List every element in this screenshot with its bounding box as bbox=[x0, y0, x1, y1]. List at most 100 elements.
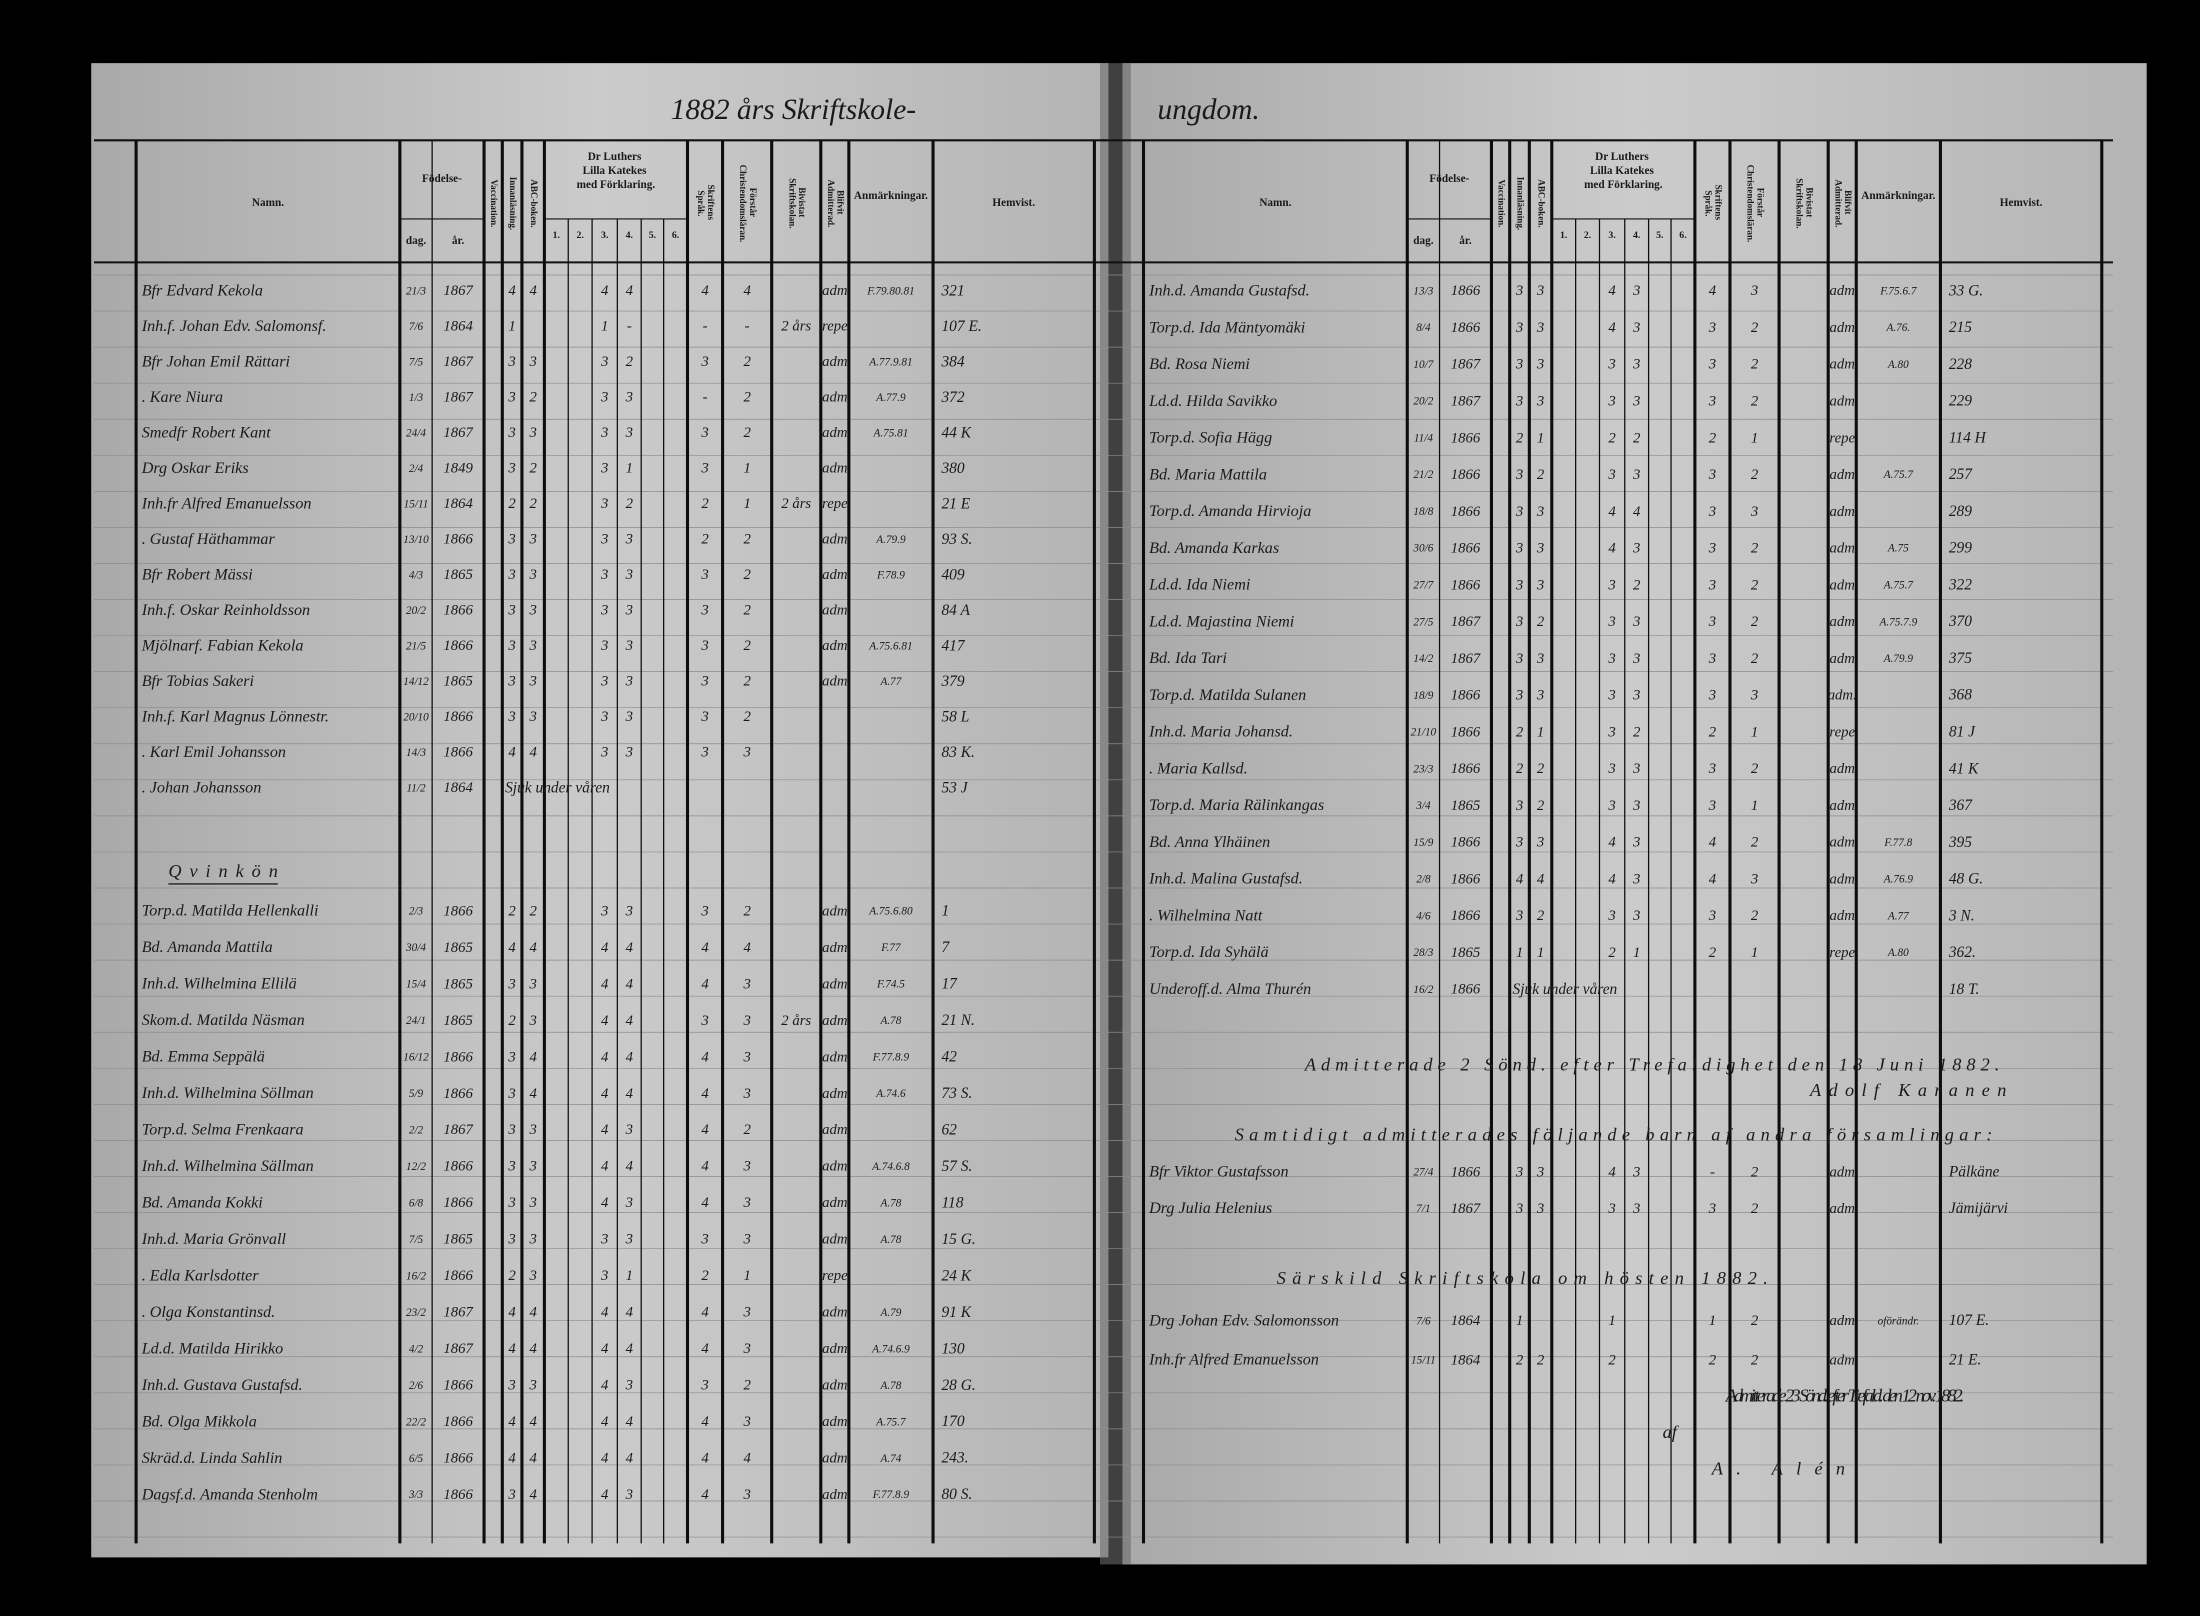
cell: 3 bbox=[528, 532, 536, 548]
cell: 3 bbox=[1536, 357, 1544, 373]
cell: 2 bbox=[1751, 467, 1759, 483]
cell: 2 bbox=[1709, 1352, 1717, 1368]
cell: 1866 bbox=[1451, 724, 1481, 740]
cell: 7 bbox=[941, 939, 950, 956]
person-name: Bd. Anna Ylhäinen bbox=[1149, 834, 1270, 851]
cell: 4 bbox=[626, 1159, 634, 1175]
person-name: Skom.d. Matilda Näsman bbox=[142, 1012, 305, 1029]
cell: 4 bbox=[601, 1195, 609, 1211]
cell: 3 bbox=[1708, 798, 1716, 814]
left-page bbox=[91, 63, 1109, 1558]
cell: 1 bbox=[1751, 724, 1758, 740]
cell: 1866 bbox=[1451, 430, 1481, 446]
cell: 14/12 bbox=[403, 676, 429, 688]
cell: 10/7 bbox=[1413, 359, 1433, 371]
person-name: . Gustaf Häthammar bbox=[142, 531, 276, 548]
cell: 1 bbox=[1751, 430, 1758, 446]
cell: A.78 bbox=[879, 1380, 901, 1392]
cell: 4 bbox=[508, 283, 516, 299]
cell: 3 bbox=[600, 638, 608, 654]
cell: - bbox=[1710, 1164, 1715, 1180]
cell: 3 bbox=[507, 567, 515, 583]
person-name: Drg Oskar Eriks bbox=[141, 460, 249, 477]
cell: 3 bbox=[625, 567, 633, 583]
cell: adm bbox=[822, 1341, 848, 1357]
person-name: Bd. Maria Mattila bbox=[1149, 466, 1267, 483]
cell: 1 bbox=[1608, 1313, 1615, 1329]
cell: 2 bbox=[1608, 945, 1616, 961]
cell: 1866 bbox=[443, 1378, 473, 1394]
cell: adm bbox=[822, 1378, 848, 1394]
cell: 1864 bbox=[1451, 1352, 1481, 1368]
cell: 3 bbox=[700, 461, 708, 477]
person-name: Inh.f. Karl Magnus Lönnestr. bbox=[141, 709, 329, 726]
column-header: Skriftens Språk. bbox=[696, 185, 716, 223]
cell: 1865 bbox=[443, 1013, 472, 1029]
cell: 15 G. bbox=[941, 1231, 975, 1248]
cell: 1865 bbox=[443, 1232, 472, 1248]
cell: adm bbox=[1830, 835, 1856, 851]
page-title: 1882 års Skriftskole- bbox=[671, 94, 916, 126]
cell: adm bbox=[822, 1414, 848, 1430]
cell: 3 bbox=[1607, 651, 1615, 667]
cell: 4 bbox=[1608, 835, 1616, 851]
cell: 1866 bbox=[1451, 908, 1481, 924]
person-name: Ld.d. Ida Niemi bbox=[1148, 577, 1250, 594]
cell: repe bbox=[1829, 945, 1855, 961]
cell: 18 T. bbox=[1949, 981, 1980, 998]
column-header: 1. bbox=[1560, 230, 1568, 241]
cell: 3 bbox=[700, 425, 708, 441]
cell: 3 bbox=[1515, 541, 1523, 557]
cell: 3 bbox=[1515, 283, 1523, 299]
cell: 1 bbox=[1537, 430, 1544, 446]
cell: 3 bbox=[507, 1232, 515, 1248]
cell: 3 bbox=[1536, 1164, 1544, 1180]
cell: 2 bbox=[701, 496, 709, 512]
cell: 3 bbox=[1515, 688, 1523, 704]
cell: 81 J bbox=[1949, 724, 1976, 741]
page-title: ungdom. bbox=[1158, 94, 1260, 126]
column-header: 5. bbox=[1656, 230, 1664, 241]
column-header: Dr Luthers Lilla Katekes med Förklaring. bbox=[577, 151, 656, 191]
cell: 57 S. bbox=[941, 1158, 972, 1175]
column-header: 2. bbox=[576, 230, 584, 241]
cell: 2 bbox=[1537, 467, 1545, 483]
cell: 2 bbox=[1751, 614, 1759, 630]
person-name: Dagsf.d. Amanda Stenholm bbox=[141, 1486, 318, 1503]
cell: 3 bbox=[600, 1268, 608, 1284]
cell: 3 bbox=[1750, 871, 1758, 887]
cell: 2 års bbox=[781, 496, 811, 512]
cell: 3 bbox=[742, 1086, 750, 1102]
cell: adm bbox=[1830, 357, 1856, 373]
cell: 2 bbox=[743, 603, 751, 619]
cell: adm bbox=[822, 425, 848, 441]
column-header: Bivistat Skriftskolan. bbox=[787, 178, 807, 228]
cell: 299 bbox=[1949, 540, 1972, 557]
cell: 3 bbox=[1515, 467, 1523, 483]
cell: adm bbox=[822, 638, 848, 654]
person-name: Ld.d. Majastina Niemi bbox=[1148, 613, 1294, 630]
cell: A.76. bbox=[1885, 322, 1910, 334]
cell: adm bbox=[822, 674, 848, 690]
cell: 3 bbox=[700, 745, 708, 761]
cell: 3 bbox=[1607, 577, 1615, 593]
cell: 2 bbox=[1751, 577, 1759, 593]
cell: 62 bbox=[941, 1121, 957, 1138]
person-name: Bfr Robert Mässi bbox=[142, 567, 253, 584]
cell: 4 bbox=[626, 1451, 634, 1467]
cell: 2 bbox=[1633, 724, 1641, 740]
cell: 80 S. bbox=[941, 1486, 972, 1503]
cell: 4 bbox=[626, 1013, 634, 1029]
cell: 1866 bbox=[1451, 541, 1481, 557]
cell: 1 bbox=[1709, 1313, 1716, 1329]
cell: 3 bbox=[742, 1487, 750, 1503]
cell: A.74.6 bbox=[875, 1088, 906, 1100]
cell: 1866 bbox=[1451, 688, 1481, 704]
cell: 4 bbox=[529, 1451, 537, 1467]
cell: A.80 bbox=[1887, 947, 1909, 959]
person-name: Bfr Viktor Gustafsson bbox=[1149, 1164, 1288, 1181]
cell: 3 bbox=[507, 461, 515, 477]
cell: 1864 bbox=[443, 496, 473, 512]
cell: repe bbox=[822, 1268, 848, 1284]
